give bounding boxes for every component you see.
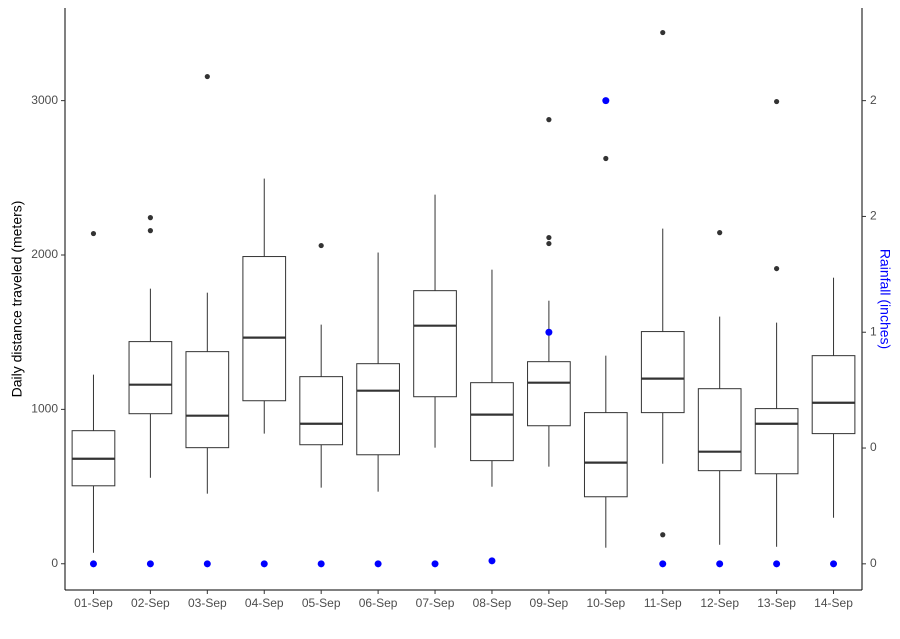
x-tick-label: 11-Sep <box>644 596 682 610</box>
outlier <box>546 234 552 241</box>
y-tick-label: 0 <box>51 556 58 570</box>
outlier <box>546 240 552 247</box>
box <box>356 363 400 456</box>
rainfall-point <box>146 560 154 568</box>
rainfall-point <box>431 560 439 568</box>
x-tick-label: 04-Sep <box>245 596 284 610</box>
box <box>242 256 287 402</box>
rainfall-point <box>374 560 382 568</box>
box <box>299 376 344 446</box>
x-tick-label: 08-Sep <box>473 596 512 610</box>
rainfall-point <box>260 560 268 568</box>
outlier <box>660 532 666 538</box>
y-tick-label: 2000 <box>31 247 58 261</box>
y2-tick-label: 1 <box>870 324 877 338</box>
x-tick-label: 02-Sep <box>131 596 170 610</box>
y-axis-label: Daily distance traveled (meters) <box>9 201 25 398</box>
outlier <box>147 228 153 234</box>
outlier <box>603 155 609 162</box>
rainfall-point <box>317 560 325 568</box>
rainfall-point <box>488 557 496 565</box>
y2-tick-label: 0 <box>870 556 877 570</box>
box <box>754 408 799 475</box>
outlier <box>774 98 780 105</box>
y2-tick-label: 0 <box>870 440 877 454</box>
x-tick-label: 12-Sep <box>700 596 739 610</box>
box <box>128 341 173 415</box>
rainfall-point <box>602 97 610 105</box>
box <box>697 388 742 472</box>
x-tick-label: 10-Sep <box>586 596 625 610</box>
rainfall-point <box>773 560 781 568</box>
y2-axis-label: Rainfall (inches) <box>877 249 893 349</box>
rainfall-point <box>89 560 97 568</box>
box <box>527 361 571 427</box>
rainfall-point <box>659 560 667 568</box>
outlier <box>546 117 552 123</box>
box <box>811 355 856 435</box>
box <box>185 351 230 449</box>
rainfall-point <box>203 560 211 568</box>
outlier <box>774 265 780 272</box>
rainfall-point <box>830 560 838 568</box>
y-tick-label: 1000 <box>31 402 58 416</box>
x-tick-label: 03-Sep <box>188 596 227 610</box>
box <box>470 382 514 462</box>
box <box>640 331 685 414</box>
x-tick-label: 14-Sep <box>814 596 853 610</box>
y2-tick-label: 2 <box>870 93 877 107</box>
x-tick-label: 09-Sep <box>530 596 569 610</box>
outlier <box>717 230 723 236</box>
box <box>583 412 628 498</box>
outlier <box>204 73 210 80</box>
outlier <box>318 242 324 249</box>
rainfall-point <box>545 328 553 336</box>
x-tick-label: 06-Sep <box>359 596 398 610</box>
outlier <box>90 230 97 237</box>
y2-tick-label: 2 <box>870 209 877 223</box>
outlier <box>660 29 666 36</box>
outlier <box>147 215 153 221</box>
box <box>413 290 457 398</box>
x-tick-label: 13-Sep <box>757 596 796 610</box>
x-tick-label: 01-Sep <box>74 596 113 610</box>
rainfall-point <box>716 560 724 568</box>
y-tick-label: 3000 <box>31 93 58 107</box>
x-tick-label: 07-Sep <box>416 596 455 610</box>
x-tick-label: 05-Sep <box>302 596 341 610</box>
